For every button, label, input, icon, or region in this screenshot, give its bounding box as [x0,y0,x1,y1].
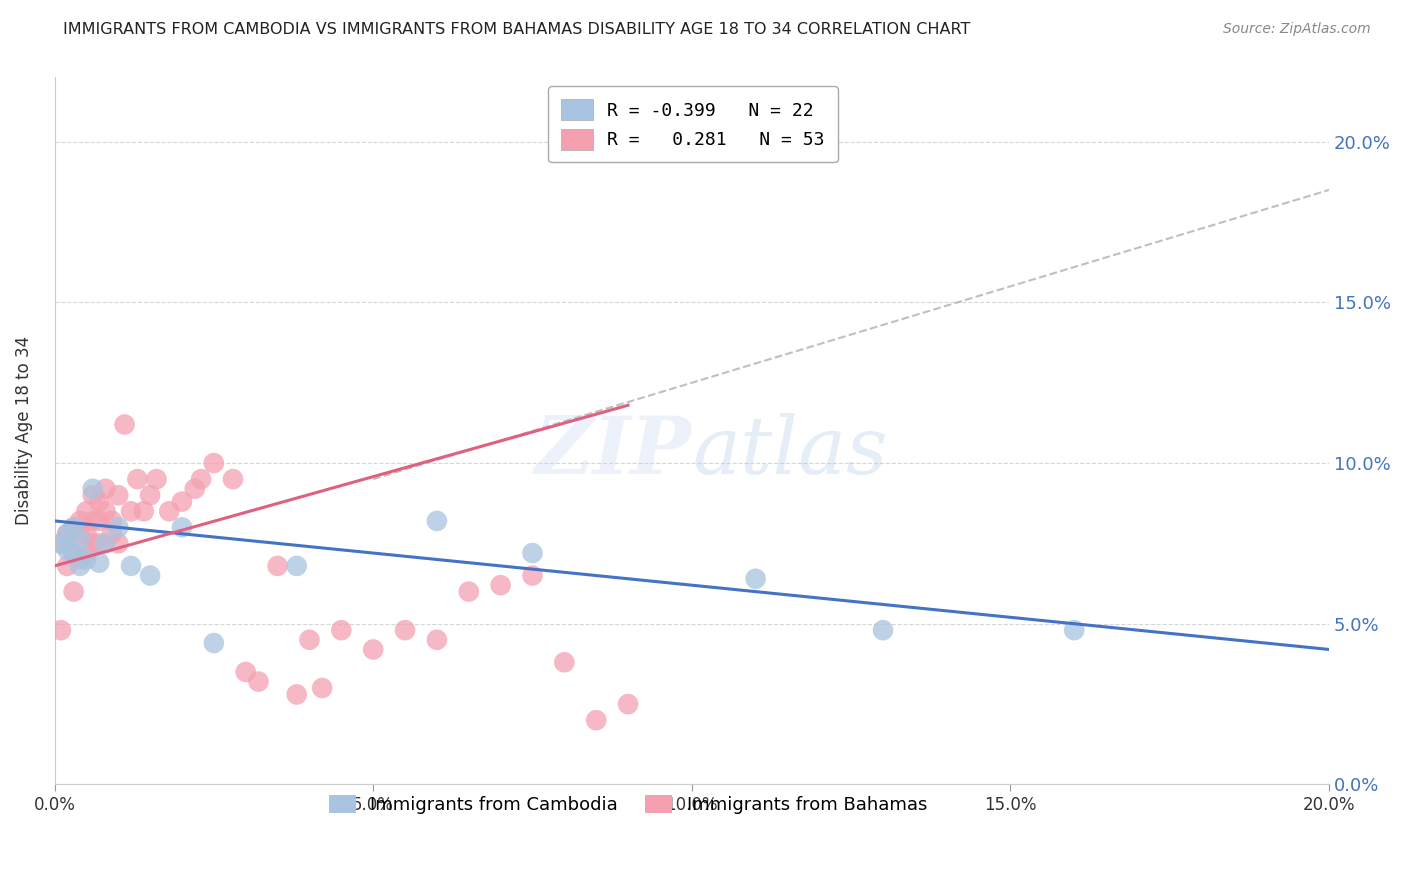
Y-axis label: Disability Age 18 to 34: Disability Age 18 to 34 [15,336,32,525]
Point [266,558,288,573]
Point [139,568,162,582]
Point [69,552,91,566]
Point [170,520,193,534]
Point [184,482,207,496]
Point [49,536,72,550]
Point [145,472,167,486]
Point [62,520,84,534]
Point [170,494,193,508]
Text: ZIP: ZIP [534,413,692,491]
Point [311,681,333,695]
Point [75,552,97,566]
Point [49,536,72,550]
Point [202,636,225,650]
Point [394,623,416,637]
Point [139,488,162,502]
Point [585,713,607,727]
Point [75,504,97,518]
Point [82,536,104,550]
Point [69,526,91,541]
Point [298,632,321,647]
Point [89,494,111,508]
Point [89,556,111,570]
Point [62,520,84,534]
Point [157,504,180,518]
Point [56,542,79,557]
Point [202,456,225,470]
Point [235,665,257,679]
Point [94,504,117,518]
Point [120,558,142,573]
Point [69,558,91,573]
Point [617,697,640,711]
Point [49,623,72,637]
Point [101,514,124,528]
Point [522,568,544,582]
Point [489,578,512,592]
Point [330,623,353,637]
Point [361,642,384,657]
Point [89,536,111,550]
Text: Source: ZipAtlas.com: Source: ZipAtlas.com [1223,22,1371,37]
Point [82,514,104,528]
Point [107,520,129,534]
Point [114,417,136,432]
Point [107,488,129,502]
Point [285,688,308,702]
Point [69,533,91,548]
Point [56,526,79,541]
Point [94,536,117,550]
Point [744,572,766,586]
Point [190,472,212,486]
Point [62,584,84,599]
Point [120,504,142,518]
Point [247,674,270,689]
Point [56,558,79,573]
Point [132,504,155,518]
Point [872,623,894,637]
Point [89,514,111,528]
Point [62,546,84,560]
Text: IMMIGRANTS FROM CAMBODIA VS IMMIGRANTS FROM BAHAMAS DISABILITY AGE 18 TO 34 CORR: IMMIGRANTS FROM CAMBODIA VS IMMIGRANTS F… [63,22,970,37]
Point [82,482,104,496]
Point [101,526,124,541]
Point [107,536,129,550]
Point [56,526,79,541]
Point [75,526,97,541]
Point [75,546,97,560]
Point [285,558,308,573]
Point [82,488,104,502]
Text: atlas: atlas [692,413,887,491]
Point [62,546,84,560]
Point [127,472,149,486]
Point [426,514,449,528]
Point [94,482,117,496]
Point [222,472,245,486]
Point [426,632,449,647]
Point [522,546,544,560]
Point [457,584,479,599]
Legend: Immigrants from Cambodia, Immigrants from Bahamas: Immigrants from Cambodia, Immigrants fro… [318,784,938,825]
Point [1063,623,1085,637]
Point [553,656,575,670]
Point [69,514,91,528]
